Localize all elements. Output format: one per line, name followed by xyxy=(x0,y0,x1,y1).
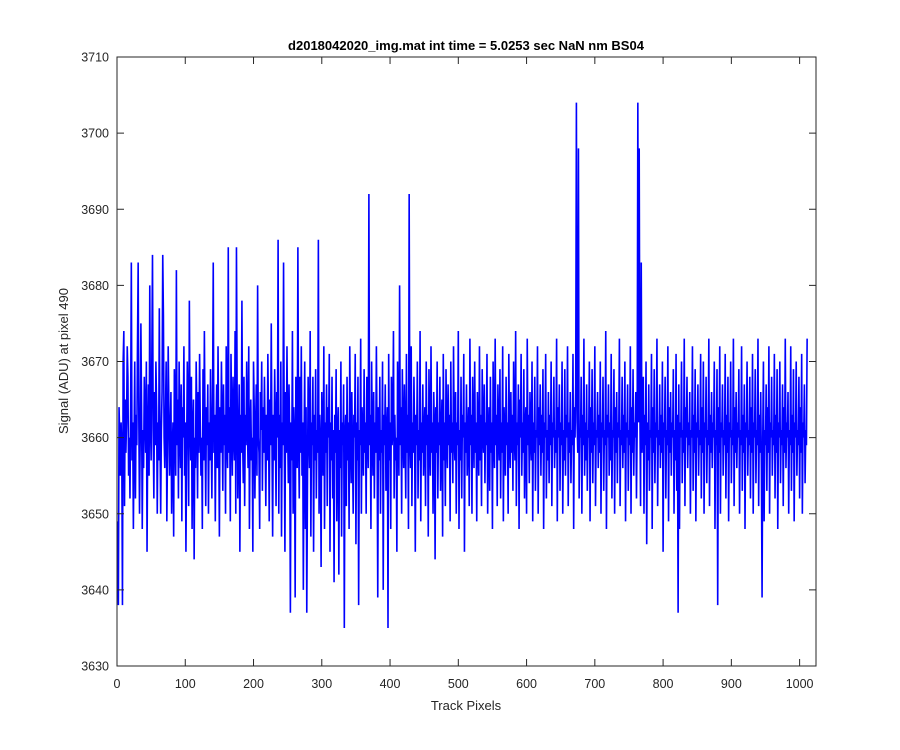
y-tick-label: 3650 xyxy=(81,507,109,521)
y-tick-label: 3700 xyxy=(81,127,109,141)
x-tick-label: 1000 xyxy=(786,677,814,691)
x-tick-label: 0 xyxy=(114,677,121,691)
y-tick-label: 3710 xyxy=(81,51,109,65)
y-tick-label: 3660 xyxy=(81,431,109,445)
x-tick-label: 300 xyxy=(311,677,332,691)
x-tick-label: 100 xyxy=(175,677,196,691)
x-tick-label: 500 xyxy=(448,677,469,691)
x-axis-ticks: 0 100 200 300 400 500 600 700 800 900 1000 xyxy=(114,57,814,691)
y-tick-label: 3640 xyxy=(81,583,109,597)
chart-title: d2018042020_img.mat int time = 5.0253 se… xyxy=(288,38,645,53)
x-tick-label: 600 xyxy=(516,677,537,691)
y-tick-label: 3690 xyxy=(81,203,109,217)
y-tick-label: 3630 xyxy=(81,660,109,674)
plot-area xyxy=(117,57,816,666)
x-axis-label: Track Pixels xyxy=(431,698,502,713)
x-tick-label: 800 xyxy=(653,677,674,691)
series-line-0 xyxy=(116,102,808,628)
x-tick-label: 700 xyxy=(584,677,605,691)
series-layer xyxy=(116,102,808,628)
y-tick-label: 3680 xyxy=(81,279,109,293)
x-tick-label: 400 xyxy=(380,677,401,691)
y-tick-label: 3670 xyxy=(81,355,109,369)
x-tick-label: 200 xyxy=(243,677,264,691)
x-tick-label: 900 xyxy=(721,677,742,691)
y-axis-label: Signal (ADU) at pixel 490 xyxy=(56,288,71,434)
y-axis-ticks: 3630 3640 3650 3660 3670 3680 3690 3700 3710 xyxy=(81,51,816,674)
